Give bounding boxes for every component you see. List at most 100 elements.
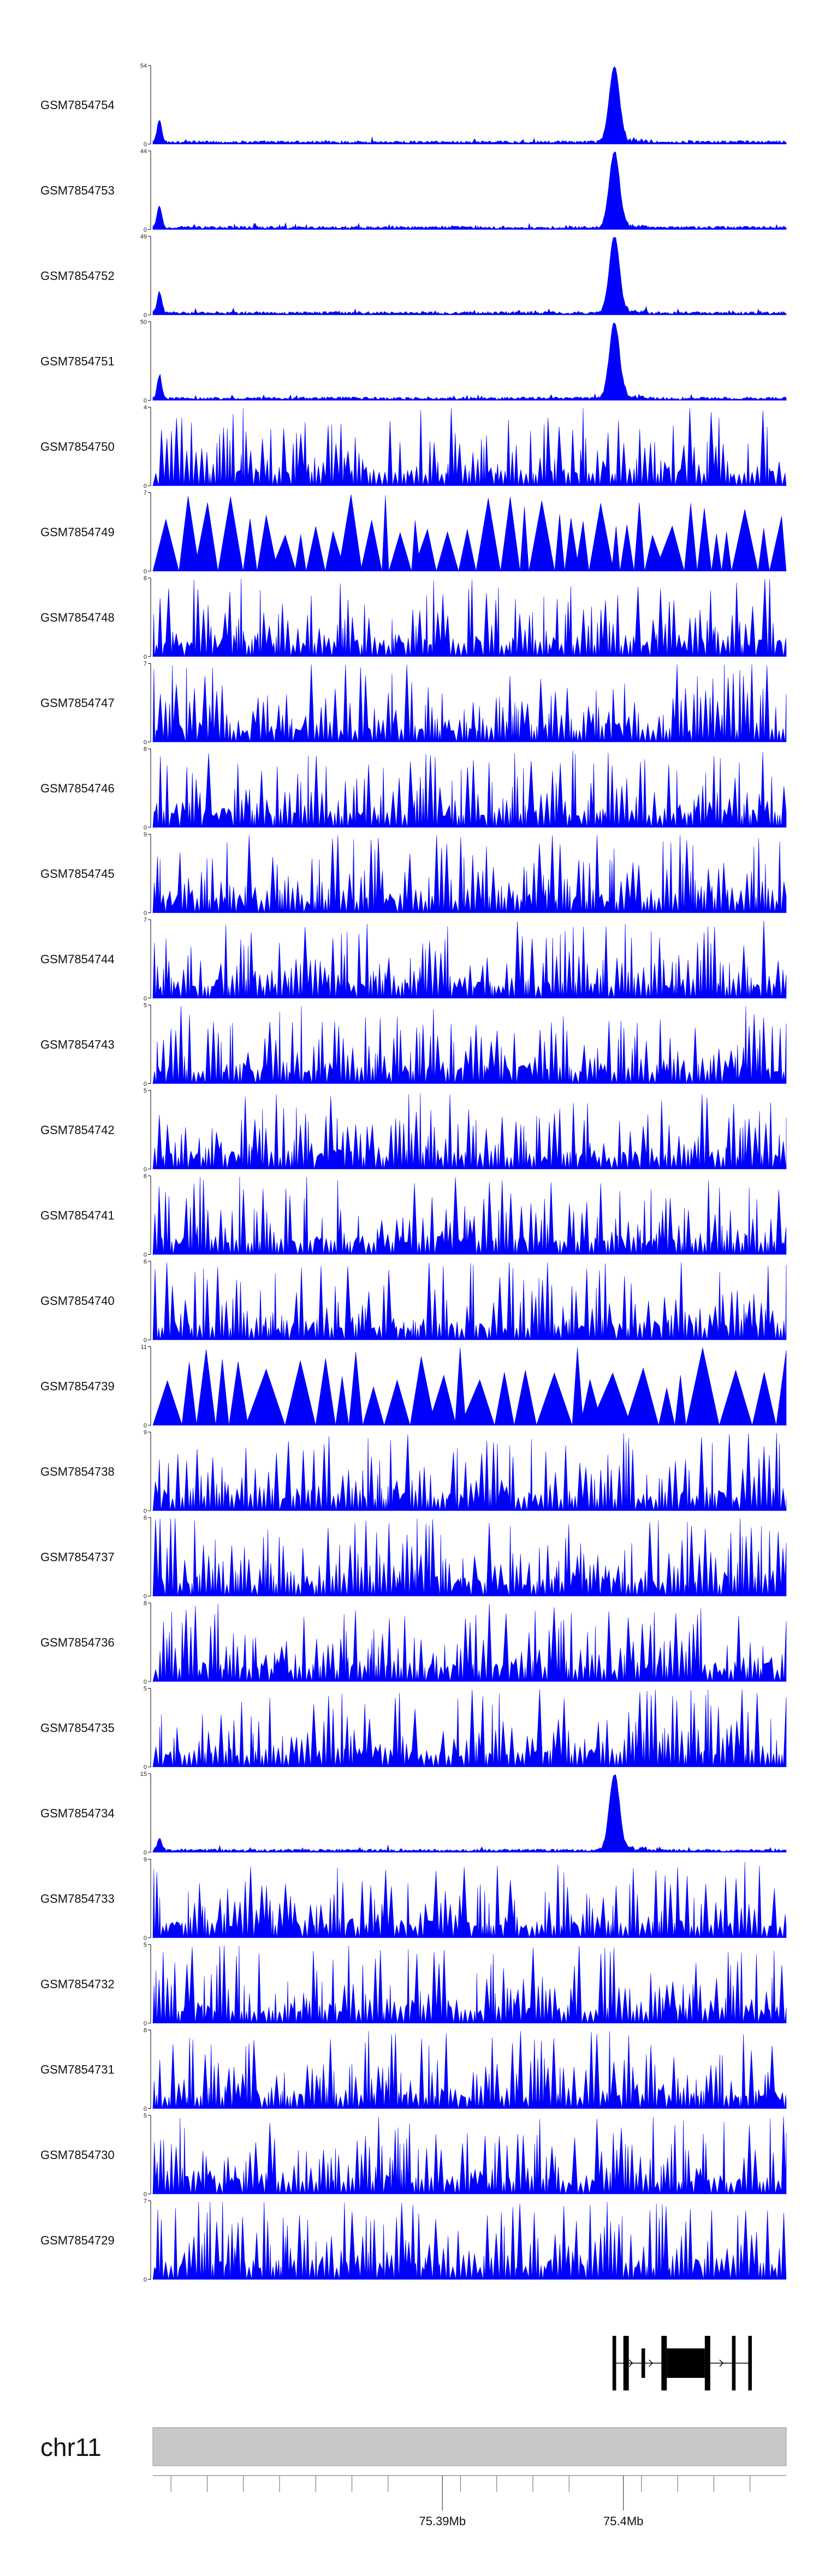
track-GSM7854729: GSM7854729 7 0 — [40, 2198, 786, 2283]
coverage-area — [153, 836, 786, 913]
y-max-label: 7 — [144, 490, 147, 497]
track-GSM7854730: GSM7854730 5 0 — [40, 2113, 786, 2198]
coverage-area — [153, 323, 786, 401]
track-label: GSM7854748 — [40, 611, 115, 624]
gene-exon — [624, 2336, 629, 2390]
y-min-label: 0 — [144, 1850, 147, 1856]
y-max-label: 49 — [140, 234, 147, 240]
track-GSM7854736: GSM7854736 8 0 — [40, 1600, 786, 1685]
y-max-label: 4 — [144, 404, 147, 411]
genome-axis: chr11 75.39Mb 75.4Mb — [40, 2428, 786, 2528]
y-min-label: 0 — [144, 740, 147, 746]
track-GSM7854752: GSM7854752 49 0 — [40, 234, 786, 319]
chromosome-label: chr11 — [40, 2433, 102, 2461]
coverage-area — [153, 1177, 786, 1255]
y-max-label: 7 — [144, 661, 147, 667]
y-min-label: 0 — [144, 1935, 147, 1942]
track-label: GSM7854735 — [40, 1721, 115, 1735]
track-label: GSM7854751 — [40, 355, 115, 368]
y-min-label: 0 — [144, 2277, 147, 2283]
track-GSM7854732: GSM7854732 5 0 — [40, 1942, 786, 2027]
gene-exon — [613, 2336, 616, 2390]
y-max-label: 9 — [144, 1429, 147, 1436]
coverage-area — [153, 1862, 786, 1937]
y-max-label: 8 — [144, 2028, 147, 2034]
coverage-area — [153, 1262, 786, 1340]
coverage-area — [153, 1604, 786, 1681]
coverage-area — [153, 1093, 786, 1169]
track-GSM7854744: GSM7854744 7 0 — [40, 917, 786, 1002]
track-label: GSM7854739 — [40, 1380, 115, 1393]
y-min-label: 0 — [144, 1252, 147, 1259]
track-GSM7854747: GSM7854747 7 0 — [40, 661, 786, 746]
track-label: GSM7854746 — [40, 782, 115, 795]
y-max-label: 6 — [144, 1515, 147, 1522]
y-max-label: 5 — [144, 2113, 147, 2119]
track-label: GSM7854745 — [40, 867, 115, 881]
coverage-area — [153, 665, 786, 742]
track-GSM7854743: GSM7854743 5 0 — [40, 1003, 786, 1088]
coverage-area — [153, 1775, 786, 1852]
chromosome-region-box — [153, 2428, 786, 2466]
y-min-label: 0 — [144, 1166, 147, 1173]
y-min-label: 0 — [144, 1594, 147, 1600]
coverage-area — [153, 152, 786, 230]
track-label: GSM7854754 — [40, 98, 115, 112]
track-GSM7854753: GSM7854753 44 0 — [40, 148, 786, 234]
track-GSM7854733: GSM7854733 9 0 — [40, 1857, 786, 1942]
track-GSM7854745: GSM7854745 9 0 — [40, 832, 786, 917]
y-min-label: 0 — [144, 2106, 147, 2113]
gene-exon — [705, 2336, 710, 2390]
coverage-area — [153, 1690, 786, 1767]
track-label: GSM7854744 — [40, 952, 115, 966]
y-max-label: 5 — [144, 1686, 147, 1692]
gene-exon — [667, 2348, 705, 2378]
coverage-area — [153, 1348, 786, 1426]
track-label: GSM7854753 — [40, 184, 115, 198]
track-label: GSM7854730 — [40, 2148, 115, 2162]
track-label: GSM7854750 — [40, 440, 115, 454]
track-label: GSM7854738 — [40, 1465, 115, 1478]
track-GSM7854751: GSM7854751 50 0 — [40, 319, 786, 404]
y-min-label: 0 — [144, 227, 147, 234]
y-max-label: 5 — [144, 1942, 147, 1948]
track-GSM7854740: GSM7854740 6 0 — [40, 1259, 786, 1344]
track-label: GSM7854729 — [40, 2234, 115, 2247]
track-label: GSM7854732 — [40, 1977, 115, 1991]
y-max-label: 6 — [144, 1259, 147, 1265]
track-label: GSM7854741 — [40, 1209, 115, 1223]
track-GSM7854750: GSM7854750 4 0 — [40, 404, 786, 490]
y-min-label: 0 — [144, 312, 147, 319]
track-label: GSM7854747 — [40, 696, 115, 710]
track-GSM7854742: GSM7854742 5 0 — [40, 1088, 786, 1173]
y-max-label: 7 — [144, 2198, 147, 2205]
track-GSM7854741: GSM7854741 6 0 — [40, 1173, 786, 1259]
track-GSM7854754: GSM7854754 54 0 — [40, 63, 786, 148]
coverage-area — [153, 2202, 786, 2280]
track-GSM7854737: GSM7854737 6 0 — [40, 1515, 786, 1600]
track-label: GSM7854749 — [40, 526, 115, 539]
y-min-label: 0 — [144, 569, 147, 575]
coverage-track-chart: GSM7854754540GSM7854753440GSM7854752490G… — [0, 0, 819, 2576]
y-min-label: 0 — [144, 654, 147, 660]
y-min-label: 0 — [144, 910, 147, 917]
coverage-area — [153, 408, 786, 486]
y-min-label: 0 — [144, 141, 147, 148]
track-label: GSM7854734 — [40, 1806, 115, 1820]
y-max-label: 11 — [141, 1344, 147, 1351]
coverage-area — [153, 921, 786, 998]
y-max-label: 9 — [144, 1857, 147, 1863]
track-label: GSM7854733 — [40, 1892, 115, 1906]
coverage-area — [153, 1519, 786, 1596]
y-min-label: 0 — [144, 483, 147, 490]
y-min-label: 0 — [144, 995, 147, 1002]
track-GSM7854734: GSM7854734 15 0 — [40, 1771, 786, 1856]
coverage-area — [153, 494, 786, 571]
track-label: GSM7854742 — [40, 1123, 115, 1137]
gene-exon — [642, 2348, 645, 2378]
coverage-area — [153, 67, 786, 144]
y-max-label: 5 — [144, 1003, 147, 1009]
gene-exon — [748, 2336, 752, 2390]
y-max-label: 15 — [140, 1771, 147, 1778]
coverage-area — [153, 1946, 786, 2023]
